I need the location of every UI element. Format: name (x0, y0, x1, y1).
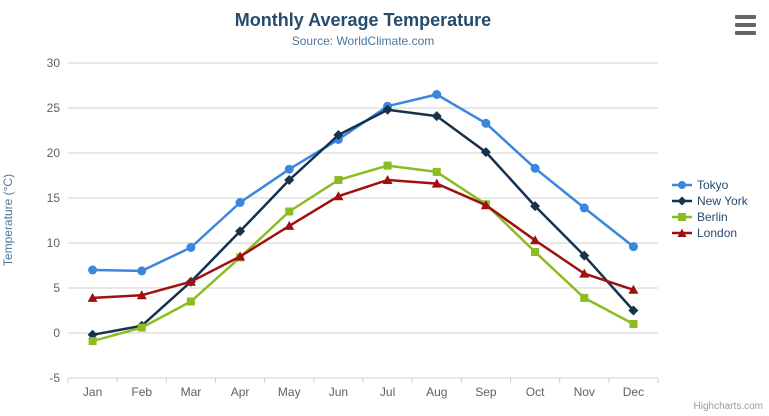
legend-marker-icon (672, 181, 692, 189)
series-marker-new-york[interactable] (333, 130, 344, 140)
series-marker-berlin[interactable] (88, 337, 97, 346)
series-marker-new-york[interactable] (530, 201, 541, 212)
legend-label: London (697, 226, 738, 240)
legend-item-tokyo[interactable]: Tokyo (672, 177, 748, 193)
series-marker-berlin[interactable] (334, 176, 343, 184)
series-marker-berlin[interactable] (137, 323, 146, 332)
y-tick-label: 15 (47, 191, 61, 205)
x-tick-label: Feb (131, 385, 152, 399)
series-marker-london[interactable] (284, 220, 295, 230)
series-marker-new-york[interactable] (628, 305, 639, 316)
y-tick-label: 25 (47, 101, 61, 115)
series-marker-tokyo[interactable] (432, 90, 442, 99)
series-marker-london[interactable] (431, 178, 442, 188)
series-marker-tokyo[interactable] (137, 266, 147, 276)
series-marker-london[interactable] (530, 235, 541, 245)
y-tick-label: 20 (47, 146, 61, 160)
series-line-berlin[interactable] (91, 164, 635, 343)
series-marker-tokyo[interactable] (530, 163, 540, 173)
x-tick-label: Dec (623, 385, 644, 399)
series-marker-new-york[interactable] (284, 175, 295, 185)
series-marker-berlin[interactable] (629, 320, 638, 328)
legend-item-new-york[interactable]: New York (672, 193, 748, 209)
hamburger-icon (735, 23, 756, 27)
series-marker-berlin[interactable] (383, 161, 392, 170)
x-tick-label: Nov (574, 385, 595, 399)
x-tick-label: Oct (526, 385, 545, 399)
x-tick-label: Jun (329, 385, 348, 399)
x-tick-label: Jul (380, 385, 395, 399)
legend-label: Tokyo (697, 178, 729, 192)
x-tick-label: Sep (475, 385, 497, 399)
y-tick-label: 5 (53, 281, 60, 295)
credits-link[interactable]: Highcharts.com (693, 401, 763, 412)
series-marker-berlin[interactable] (580, 293, 589, 302)
series-line-london[interactable] (91, 178, 635, 300)
series-marker-tokyo[interactable] (481, 118, 491, 128)
legend-item-london[interactable]: London (672, 225, 748, 241)
series-marker-tokyo[interactable] (186, 243, 196, 252)
series-line-new-york[interactable] (91, 108, 635, 337)
legend-label: New York (697, 194, 748, 208)
y-tick-label: 30 (47, 56, 61, 70)
x-tick-label: Aug (426, 385, 447, 399)
series-marker-tokyo[interactable] (88, 265, 98, 275)
series-marker-london[interactable] (579, 268, 590, 278)
hamburger-icon (735, 31, 756, 35)
series-marker-london[interactable] (136, 290, 147, 300)
series-marker-london[interactable] (185, 276, 196, 286)
series-marker-london[interactable] (480, 200, 491, 210)
series-marker-london[interactable] (87, 292, 98, 302)
legend-marker-icon (672, 196, 692, 206)
series-marker-tokyo[interactable] (579, 203, 589, 213)
series-marker-london[interactable] (333, 191, 344, 201)
legend: Tokyo New York Berlin London (672, 177, 748, 241)
series-marker-tokyo[interactable] (235, 198, 245, 207)
series-marker-berlin[interactable] (186, 297, 195, 306)
legend-item-berlin[interactable]: Berlin (672, 209, 748, 225)
series-marker-london[interactable] (235, 251, 246, 261)
series-marker-new-york[interactable] (480, 147, 491, 158)
series-marker-berlin[interactable] (285, 207, 294, 216)
legend-marker-icon (672, 228, 692, 237)
series-marker-new-york[interactable] (382, 104, 393, 115)
x-tick-label: May (278, 385, 301, 399)
y-tick-label: 0 (53, 326, 60, 340)
chart-title: Monthly Average Temperature (234, 10, 492, 30)
series-marker-london[interactable] (628, 284, 639, 294)
series-marker-new-york[interactable] (579, 250, 590, 261)
legend-label: Berlin (697, 210, 728, 224)
x-tick-label: Apr (231, 385, 250, 399)
chart-context-menu-button[interactable] (735, 15, 757, 35)
series-marker-new-york[interactable] (431, 111, 442, 122)
legend-marker-icon (672, 213, 692, 221)
series-marker-new-york[interactable] (235, 226, 246, 237)
series-marker-tokyo[interactable] (628, 242, 638, 252)
series-line-tokyo[interactable] (91, 93, 635, 273)
chart-subtitle: Source: WorldClimate.com (291, 34, 435, 48)
hamburger-icon (735, 15, 756, 19)
y-tick-label: -5 (49, 371, 60, 385)
x-tick-label: Jan (83, 385, 102, 399)
series-marker-berlin[interactable] (432, 167, 441, 176)
y-tick-label: 10 (47, 236, 61, 250)
series-marker-tokyo[interactable] (284, 164, 294, 174)
series-marker-berlin[interactable] (531, 248, 540, 256)
y-axis-title: Temperature (°C) (1, 173, 15, 267)
series-marker-london[interactable] (382, 175, 393, 184)
x-tick-label: Mar (181, 385, 202, 399)
